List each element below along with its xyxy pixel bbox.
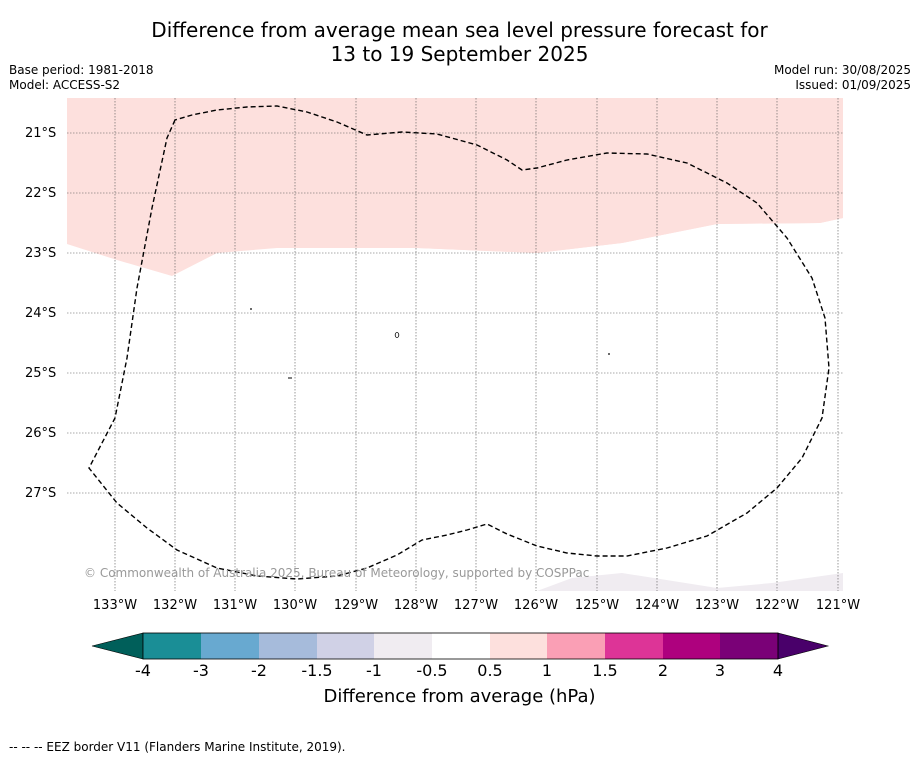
lat-label-25s: 25°S <box>25 366 57 381</box>
colorbar-band <box>374 633 432 659</box>
lon-label-128w: 128°W <box>393 598 439 613</box>
lon-label-123w: 123°W <box>694 598 740 613</box>
colorbar-tick: 1 <box>541 661 553 680</box>
lat-label-22s: 22°S <box>25 186 57 201</box>
colorbar-tick: -1 <box>366 661 382 680</box>
island-marker <box>250 308 252 310</box>
meta-left: Base period: 1981-2018 Model: ACCESS-S2 <box>9 63 154 93</box>
model-name: Model: ACCESS-S2 <box>9 78 121 92</box>
lon-label-132w: 132°W <box>152 598 198 613</box>
colorbar-band <box>490 633 547 659</box>
colorbar-extend-high <box>777 632 830 660</box>
base-period: Base period: 1981-2018 <box>9 63 154 77</box>
colorbar-tick: 4 <box>772 661 784 680</box>
lon-label-126w: 126°W <box>513 598 559 613</box>
title-line-2: 13 to 19 September 2025 <box>330 42 589 66</box>
colorbar-band <box>259 633 317 659</box>
pressure-anomaly-map: © Commonwealth of Australia 2025, Bureau… <box>67 98 843 591</box>
colorbar-tick: 2 <box>657 661 669 680</box>
meta-right: Model run: 30/08/2025 Issued: 01/09/2025 <box>774 63 911 93</box>
colorbar-frame <box>142 632 779 660</box>
lon-label-131w: 131°W <box>212 598 258 613</box>
colorbar-band <box>720 633 778 659</box>
eez-legend: -- -- -- EEZ border V11 (Flanders Marine… <box>9 740 346 754</box>
colorbar-tick: -2 <box>251 661 267 680</box>
island-marker <box>608 353 610 355</box>
lon-label-129w: 129°W <box>333 598 379 613</box>
colorbar-band <box>317 633 374 659</box>
issued-date: Issued: 01/09/2025 <box>795 78 911 92</box>
anomaly-region-negative <box>537 573 843 591</box>
anomaly-region-positive-main <box>67 98 843 276</box>
colorbar-tick: -0.5 <box>416 661 448 680</box>
colorbar-tick: -1.5 <box>301 661 333 680</box>
colorbar-band <box>201 633 259 659</box>
model-run: Model run: 30/08/2025 <box>773 63 911 77</box>
colorbar-band <box>143 633 201 659</box>
colorbar-band <box>547 633 605 659</box>
colorbar-tick: 1.5 <box>592 661 618 680</box>
lon-label-133w: 133°W <box>92 598 138 613</box>
lat-label-26s: 26°S <box>25 426 57 441</box>
copyright-notice: © Commonwealth of Australia 2025, Bureau… <box>84 566 589 580</box>
colorbar-extend-low <box>91 632 144 660</box>
colorbar-tick: -4 <box>135 661 151 680</box>
lon-label-121w: 121°W <box>815 598 861 613</box>
lon-label-124w: 124°W <box>634 598 680 613</box>
lat-label-23s: 23°S <box>25 246 57 261</box>
colorbar-tick: -3 <box>193 661 209 680</box>
lon-label-122w: 122°W <box>754 598 800 613</box>
lat-label-24s: 24°S <box>25 306 57 321</box>
lat-label-21s: 21°S <box>25 126 57 141</box>
lat-label-27s: 27°S <box>25 486 57 501</box>
colorbar-band <box>432 633 490 659</box>
colorbar <box>91 632 830 660</box>
colorbar-tick: 0.5 <box>477 661 503 680</box>
lon-label-127w: 127°W <box>453 598 499 613</box>
colorbar-tick: 3 <box>714 661 726 680</box>
lon-label-130w: 130°W <box>272 598 318 613</box>
map-title: Difference from average mean sea level p… <box>0 18 919 66</box>
island-marker <box>394 332 400 338</box>
colorbar-band <box>663 633 720 659</box>
colorbar-label: Difference from average (hPa) <box>323 686 596 707</box>
lon-label-125w: 125°W <box>574 598 620 613</box>
eez-border <box>88 105 830 580</box>
colorbar-band <box>605 633 663 659</box>
title-line-1: Difference from average mean sea level p… <box>151 18 768 42</box>
